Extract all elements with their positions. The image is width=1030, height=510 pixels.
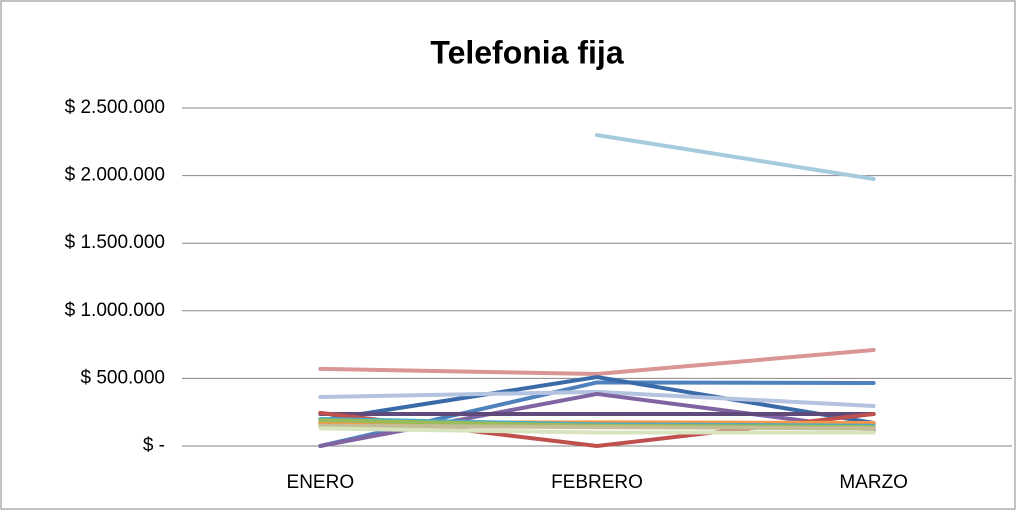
y-tick-label: $ 500.000 xyxy=(80,367,165,388)
x-tick-label: MARZO xyxy=(839,472,908,493)
y-tick-label: $ 2.500.000 xyxy=(65,97,165,118)
series-line xyxy=(595,133,876,181)
series-line xyxy=(318,375,876,426)
x-tick-label: FEBRERO xyxy=(551,472,643,493)
y-tick-label: $ 1.500.000 xyxy=(65,232,165,253)
series-line xyxy=(318,348,876,376)
series-line xyxy=(318,423,876,431)
y-tick-label: $ 1.000.000 xyxy=(65,300,165,321)
series-line xyxy=(318,426,876,435)
series-line xyxy=(318,389,876,408)
x-tick-label: ENERO xyxy=(287,472,355,493)
y-tick-label: $ - xyxy=(143,435,165,456)
y-tick-label: $ 2.000.000 xyxy=(65,165,165,186)
chart-title: Telefonia fija xyxy=(430,34,623,70)
